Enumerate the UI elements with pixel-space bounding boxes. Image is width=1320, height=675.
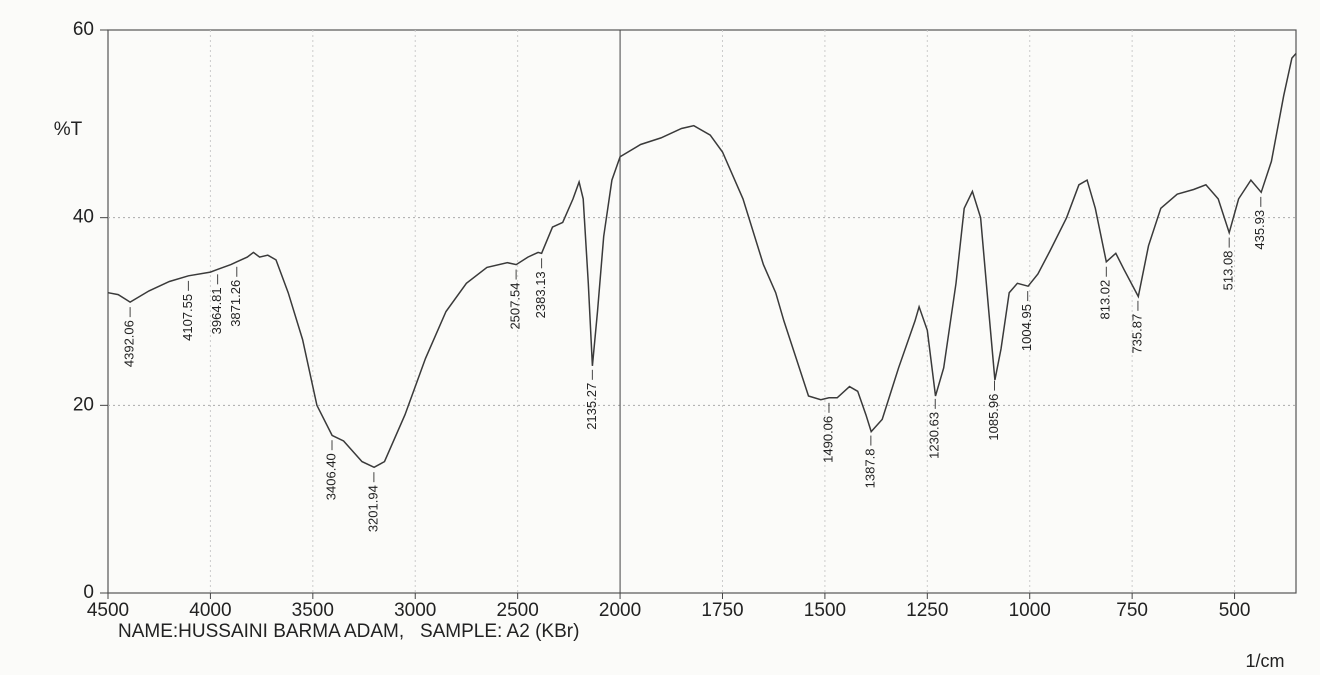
peak-label: 1004.95: [1019, 304, 1034, 351]
peak-label: 3964.81: [209, 287, 224, 334]
peak-label: 3871.26: [228, 280, 243, 327]
peak-label: 1490.06: [820, 416, 835, 463]
x-tick-label: 1250: [906, 600, 948, 621]
peak-label: 2135.27: [584, 383, 599, 430]
peak-label: 4107.55: [180, 294, 195, 341]
peak-label: 513.08: [1221, 251, 1236, 291]
peak-label: 3201.94: [365, 485, 380, 532]
x-tick-label: 1500: [804, 600, 846, 621]
x-tick-label: 750: [1116, 600, 1148, 621]
y-axis-label: %T: [54, 119, 83, 140]
peak-label: 1387.8: [862, 449, 877, 489]
x-tick-label: 500: [1219, 600, 1251, 621]
peak-label: 435.93: [1252, 210, 1267, 250]
plot-frame: [107, 29, 1297, 594]
x-tick-label: 4500: [87, 600, 129, 621]
x-tick-label: 1000: [1009, 600, 1051, 621]
peak-label: 4392.06: [122, 320, 137, 367]
peak-label: 3406.40: [323, 453, 338, 500]
peak-label: 1230.63: [927, 412, 942, 459]
y-tick-label: 40: [73, 207, 94, 228]
y-tick-label: 20: [73, 394, 94, 415]
x-axis-label: 1/cm: [1245, 651, 1284, 671]
peak-label: 1085.96: [986, 394, 1001, 441]
x-tick-label: 2500: [497, 600, 539, 621]
footer: NAME:HUSSAINI BARMA ADAM, SAMPLE: A2 (KB…: [118, 621, 579, 642]
x-tick-label: 2000: [599, 600, 641, 621]
spectrum-line: [107, 53, 1297, 469]
peak-label: 2507.54: [508, 283, 523, 330]
peak-label: 2383.13: [533, 271, 548, 318]
x-tick-label: 1750: [701, 600, 743, 621]
x-tick-label: 3000: [394, 600, 436, 621]
peak-label: 735.87: [1129, 314, 1144, 354]
y-tick-label: 0: [83, 582, 94, 603]
peak-label: 813.02: [1098, 280, 1113, 320]
y-tick-label: 60: [73, 19, 94, 40]
x-tick-label: 4000: [189, 600, 231, 621]
x-tick-label: 3500: [292, 600, 334, 621]
